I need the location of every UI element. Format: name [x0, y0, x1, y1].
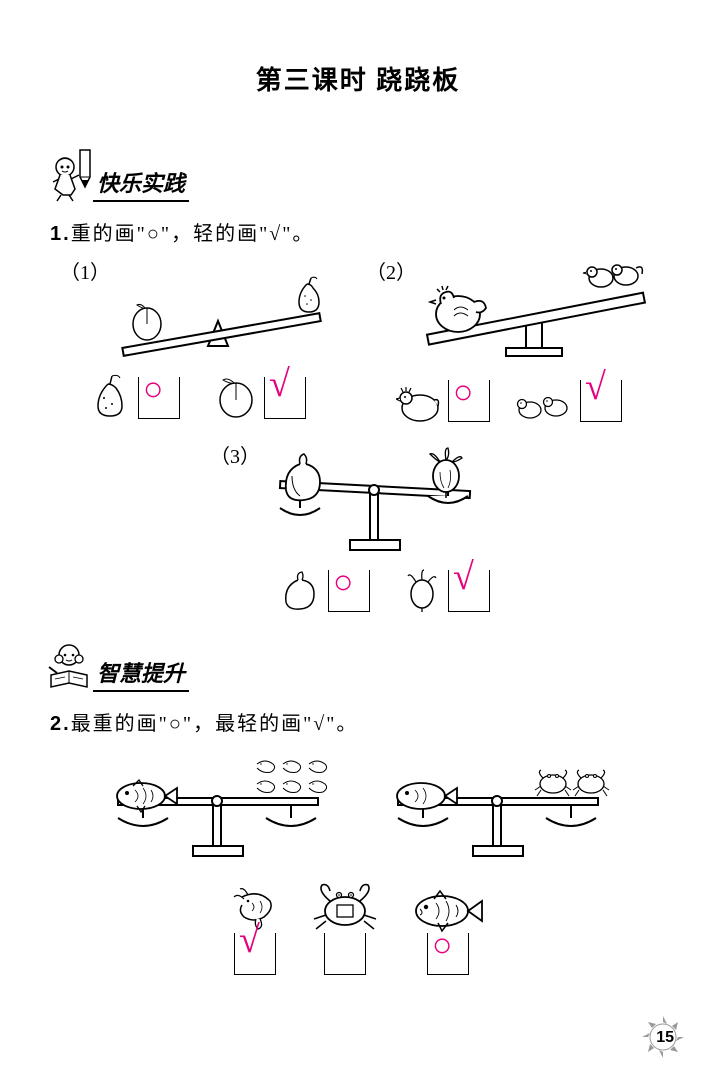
section-2-header: 智慧提升: [45, 637, 666, 692]
q2-number: 2.: [50, 713, 71, 735]
q1-sub3-ans-a: ○: [333, 562, 354, 604]
page-title: 第三课时 跷跷板: [50, 60, 666, 97]
q1-sub1-ans-a: ○: [143, 369, 164, 411]
chicks-small-icon: [516, 388, 572, 422]
q1-sub3-label: （3）: [210, 440, 260, 469]
q1-text: 重的画"○"，轻的画"√"。: [71, 223, 315, 245]
balance-fish-shrimp-icon: [93, 746, 343, 866]
q2-box-a[interactable]: √: [234, 933, 276, 975]
q1-sub3-ans-b: √: [453, 556, 474, 598]
radish-small-icon: [404, 568, 440, 612]
section-2-label: 智慧提升: [93, 656, 189, 692]
section-1-header: 快乐实践: [45, 147, 666, 202]
q1-sub1: （1）: [60, 256, 366, 422]
crab-icon: [310, 881, 380, 933]
q2-ans-c: ○: [432, 925, 453, 967]
q2-item-crab: [310, 881, 380, 975]
peach-small-icon: [216, 374, 256, 419]
q2-scales: [50, 746, 666, 866]
seesaw-hen-chicks-icon: [406, 256, 666, 366]
mascot-girl-book-icon: [45, 637, 95, 692]
q2-item-fish: ○: [410, 887, 486, 975]
question-1: 1.重的画"○"，轻的画"√"。: [50, 217, 666, 246]
question-2: 2.最重的画"○"，最轻的画"√"。: [50, 707, 666, 736]
q1-sub3-answers: ○ √: [280, 568, 666, 612]
page-number: 15: [656, 1029, 674, 1047]
q1-sub1-box-b[interactable]: √: [264, 377, 306, 419]
q1-sub1-label: （1）: [60, 256, 110, 285]
q1-sub2-label: （2）: [366, 256, 416, 285]
q1-sub3-box-a[interactable]: ○: [328, 570, 370, 612]
q1-sub2: （2）: [366, 256, 666, 422]
q1-sub2-answers: ○ √: [396, 380, 666, 422]
q2-item-shrimp: √: [230, 885, 280, 975]
q1-sub1-ans-b: √: [269, 363, 290, 405]
q2-answers: √ ○: [50, 881, 666, 975]
q1-sub3-box-b[interactable]: √: [448, 570, 490, 612]
hen-small-icon: [396, 384, 440, 422]
balance-pepper-radish-icon: [260, 440, 490, 560]
q2-text: 最重的画"○"，最轻的画"√"。: [71, 713, 359, 735]
q1-sub2-ans-b: √: [585, 366, 606, 408]
q1-number: 1.: [50, 223, 71, 245]
seesaw-peach-pear-icon: [100, 256, 340, 366]
q1-sub1-box-a[interactable]: ○: [138, 377, 180, 419]
mascot-girl-pencil-icon: [45, 147, 95, 202]
pepper-small-icon: [280, 570, 320, 612]
q2-box-b[interactable]: [324, 933, 366, 975]
pear-small-icon: [90, 374, 130, 419]
q2-box-c[interactable]: ○: [427, 933, 469, 975]
q1-sub3: （3）: [260, 440, 666, 612]
q1-sub2-box-b[interactable]: √: [580, 380, 622, 422]
q1-sub2-ans-a: ○: [453, 372, 474, 414]
q1-row-1-2: （1）: [50, 256, 666, 422]
balance-fish-crabs-icon: [373, 746, 623, 866]
q2-ans-a: √: [239, 919, 260, 961]
section-1-label: 快乐实践: [93, 166, 189, 202]
q1-sub1-answers: ○ √: [90, 374, 366, 419]
q1-sub2-box-a[interactable]: ○: [448, 380, 490, 422]
